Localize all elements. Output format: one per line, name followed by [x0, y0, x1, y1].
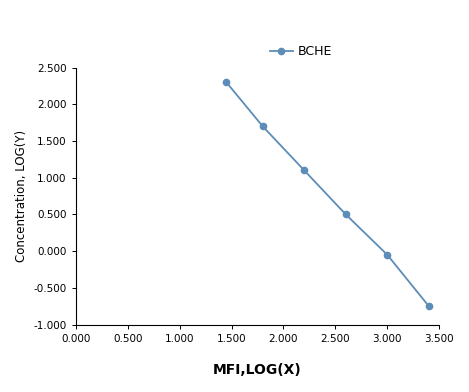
- BCHE: [224, 80, 229, 85]
- Legend: BCHE: BCHE: [265, 40, 337, 64]
- BCHE: [385, 252, 390, 257]
- BCHE: [260, 124, 265, 129]
- X-axis label: MFI,LOG(X): MFI,LOG(X): [213, 363, 302, 377]
- BCHE: [343, 212, 348, 217]
- BCHE: [302, 168, 307, 173]
- BCHE: [426, 304, 431, 309]
- Line: BCHE: BCHE: [223, 79, 432, 309]
- Y-axis label: Concentration, LOG(Y): Concentration, LOG(Y): [15, 130, 28, 262]
